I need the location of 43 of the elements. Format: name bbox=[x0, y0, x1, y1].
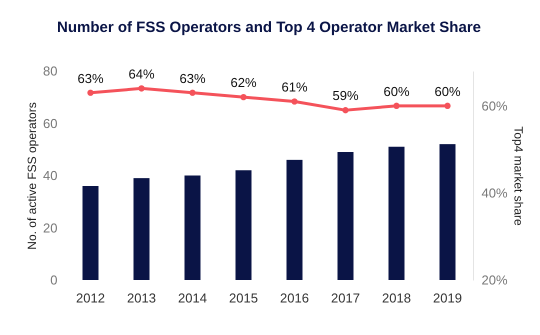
y-tick-label: 40 bbox=[43, 168, 58, 183]
point bbox=[393, 102, 400, 109]
data-label: 63% bbox=[179, 70, 206, 86]
y-tick-label: 20 bbox=[43, 220, 58, 236]
bar bbox=[184, 176, 200, 280]
x-tick-label: 2019 bbox=[433, 290, 462, 306]
y-tick-label: 80 bbox=[43, 64, 58, 78]
x-tick-label: 2014 bbox=[178, 290, 207, 306]
data-label: 61% bbox=[281, 79, 308, 94]
bar bbox=[82, 186, 98, 280]
x-tick-label: 2012 bbox=[76, 290, 105, 306]
x-tick-label: 2013 bbox=[127, 290, 156, 306]
point bbox=[189, 90, 196, 96]
bar bbox=[388, 146, 404, 280]
x-tick-label: 2016 bbox=[280, 290, 309, 306]
point bbox=[138, 85, 145, 92]
x-tick-label: 2017 bbox=[331, 290, 360, 306]
y2-tick-label: 20% bbox=[482, 272, 508, 288]
point bbox=[240, 94, 247, 100]
y-axis-title: No. of active FSS operators bbox=[25, 102, 40, 250]
y2-axis-title: Top4 market share bbox=[512, 126, 526, 226]
chart-title: Number of FSS Operators and Top 4 Operator Market Share bbox=[57, 19, 481, 36]
data-label: 62% bbox=[230, 75, 257, 90]
point bbox=[444, 102, 451, 109]
x-tick-label: 2015 bbox=[229, 290, 258, 306]
y-tick-label: 60 bbox=[43, 116, 58, 131]
data-label: 64% bbox=[128, 66, 155, 82]
x-tick-label: 2018 bbox=[382, 290, 411, 306]
point bbox=[342, 107, 349, 114]
data-label: 63% bbox=[77, 70, 104, 86]
point bbox=[291, 98, 298, 105]
data-label: 60% bbox=[434, 84, 461, 99]
bar bbox=[134, 178, 150, 280]
bar bbox=[440, 144, 456, 280]
y-tick-label: 0 bbox=[50, 272, 58, 288]
y2-tick-label: 40% bbox=[482, 185, 508, 200]
bar bbox=[338, 152, 354, 280]
point bbox=[87, 90, 94, 96]
bar bbox=[236, 170, 252, 280]
y2-tick-label: 60% bbox=[482, 98, 508, 114]
data-label: 60% bbox=[383, 84, 410, 99]
data-label: 59% bbox=[332, 88, 359, 104]
bar bbox=[286, 160, 302, 280]
